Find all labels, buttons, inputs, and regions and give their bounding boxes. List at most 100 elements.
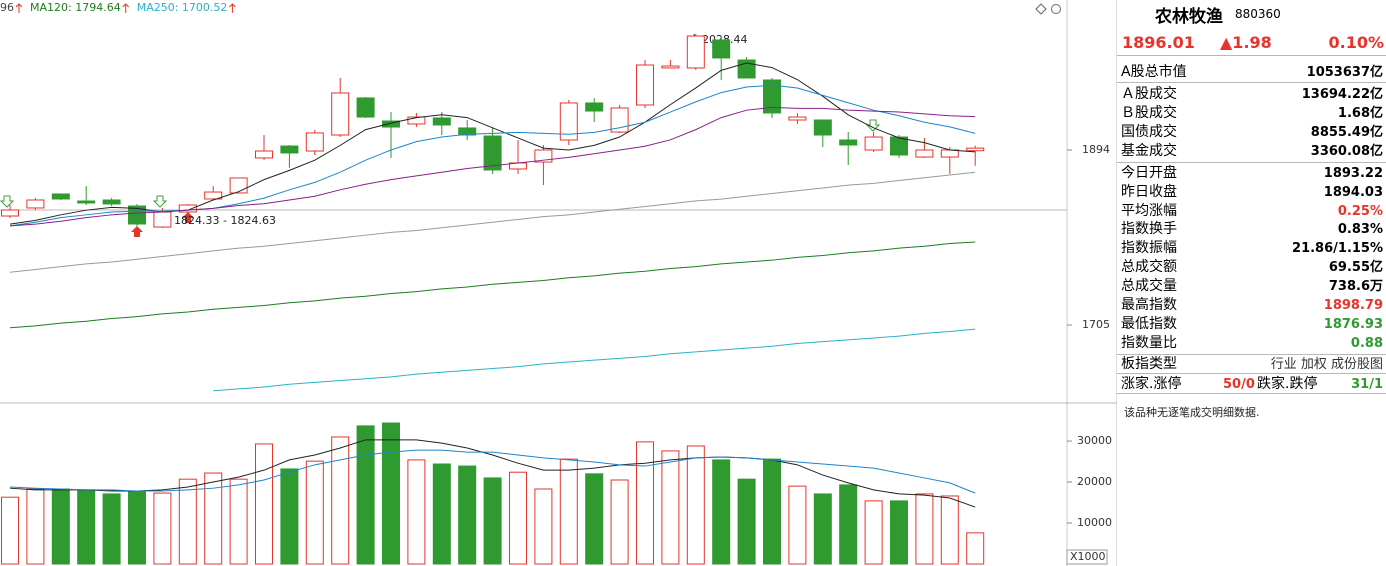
candle-body [178,204,197,213]
row-value: 21.86/1.15% [1292,241,1383,256]
info-row: 板指类型 行业 加权 成份股图 [1119,355,1385,374]
info-row: 最低指数 1876.93 [1119,315,1385,334]
row-value: 1876.93 [1323,317,1383,332]
volume-bar [966,532,985,565]
volume-bar [458,465,477,565]
info-row: 指数量比 0.88 [1119,334,1385,353]
row-label: 昨日收盘 [1121,184,1177,200]
y-tick-label: 10000 [1077,516,1112,529]
volume-bar [610,479,629,565]
separator [1117,373,1386,374]
volume-bar [915,493,934,565]
stock-name: 农林牧渔 [1155,7,1223,27]
volume-bar [534,488,553,565]
info-row: 今日开盘 1893.22 [1119,164,1385,183]
separator [1117,162,1386,163]
signal-arrow [182,212,194,223]
volume-bar [153,492,172,565]
candle-body [839,139,858,146]
volume-bar [331,436,350,565]
ma-line [9,449,976,494]
volume-bar [1,496,19,565]
signal-arrow [152,195,168,208]
signal-arrow [131,226,143,237]
row-label: 基金成交 [1121,143,1177,159]
y-tick-label: 30000 [1077,434,1112,447]
candle-body [280,145,299,154]
ma-line [9,439,976,508]
row-label: 总成交量 [1121,278,1177,294]
candle-body [77,200,96,204]
row-label: 今日开盘 [1121,165,1177,181]
ma-line [9,106,976,227]
row-label: Ａ股成交 [1121,86,1177,102]
candle-body [204,191,223,200]
row-label: 总成交额 [1121,259,1177,275]
y-tick-label: 20000 [1077,475,1112,488]
volume-bar [712,459,731,565]
candle-body [128,205,146,225]
row-label: 最低指数 [1121,316,1177,332]
stock-code: 880360 [1235,7,1281,21]
row-value: 1894.03 [1323,185,1383,200]
volume-bar [102,493,121,565]
info-row: Ｂ股成交 1.68亿 [1119,104,1385,123]
volume-bar [737,478,756,565]
volume-bar [356,425,375,565]
row-value: 1893.22 [1323,166,1383,181]
tool-icon[interactable] [1035,3,1047,15]
separator [1117,82,1386,83]
y-tick-label: 1705 [1082,318,1110,331]
volume-bar [255,443,273,565]
candle-body [712,39,731,59]
info-row: 平均涨幅 0.25% [1119,202,1385,221]
signal-arrow [865,119,881,132]
tool-icon[interactable] [1051,4,1061,14]
volume-bar [661,450,680,565]
row-label: 国债成交 [1121,124,1177,140]
info-row: 指数振幅 21.86/1.15% [1119,239,1385,258]
legend-label: 96 [0,1,14,14]
volume-bar [432,463,451,565]
candle-body [407,116,426,125]
candle-body [153,211,172,228]
legend-arrow [122,3,130,13]
volume-bar [204,472,223,565]
candle-body [788,116,807,121]
volume-bar [788,485,807,565]
ma-line [9,84,976,227]
volume-bar [483,477,502,565]
candle-body [915,149,934,158]
limits-row: 涨家.涨停 50/0 跌家.跌停 31/1 [1119,375,1385,394]
limit-label: 涨家.涨停 [1121,376,1182,392]
legend-label: MA120: 1794.64 [30,1,121,14]
ma-line [213,328,976,392]
volume-bar [178,478,197,565]
note: 该品种无逐笔成交明细数据. [1124,406,1260,419]
candle-body [458,127,477,136]
legend-label: MA250: 1700.52 [137,1,228,14]
volume-bar [280,468,299,565]
limit-value: 50/0 [1223,377,1255,392]
volume-bar [26,488,45,565]
candle-body [382,120,400,128]
row-value: 3360.08亿 [1310,144,1383,159]
annotation: 1824.33 - 1824.63 [174,214,276,227]
candle-body [534,149,553,163]
volume-bar [890,500,908,565]
legend-arrow [15,3,23,13]
volume-bar [940,495,959,565]
row-value: 0.25% [1337,204,1383,219]
volume-bar [763,458,781,565]
candle-body [432,117,451,126]
candle-body [966,147,985,152]
price: 1896.01 [1122,33,1195,52]
volume-bar [77,489,96,565]
ma-line [9,241,976,329]
info-row: 基金成交 3360.08亿 [1119,142,1385,161]
separator [1117,55,1386,56]
row-value: 1053637亿 [1306,65,1383,80]
volume-bar [51,488,70,565]
volume-bar [128,490,146,565]
